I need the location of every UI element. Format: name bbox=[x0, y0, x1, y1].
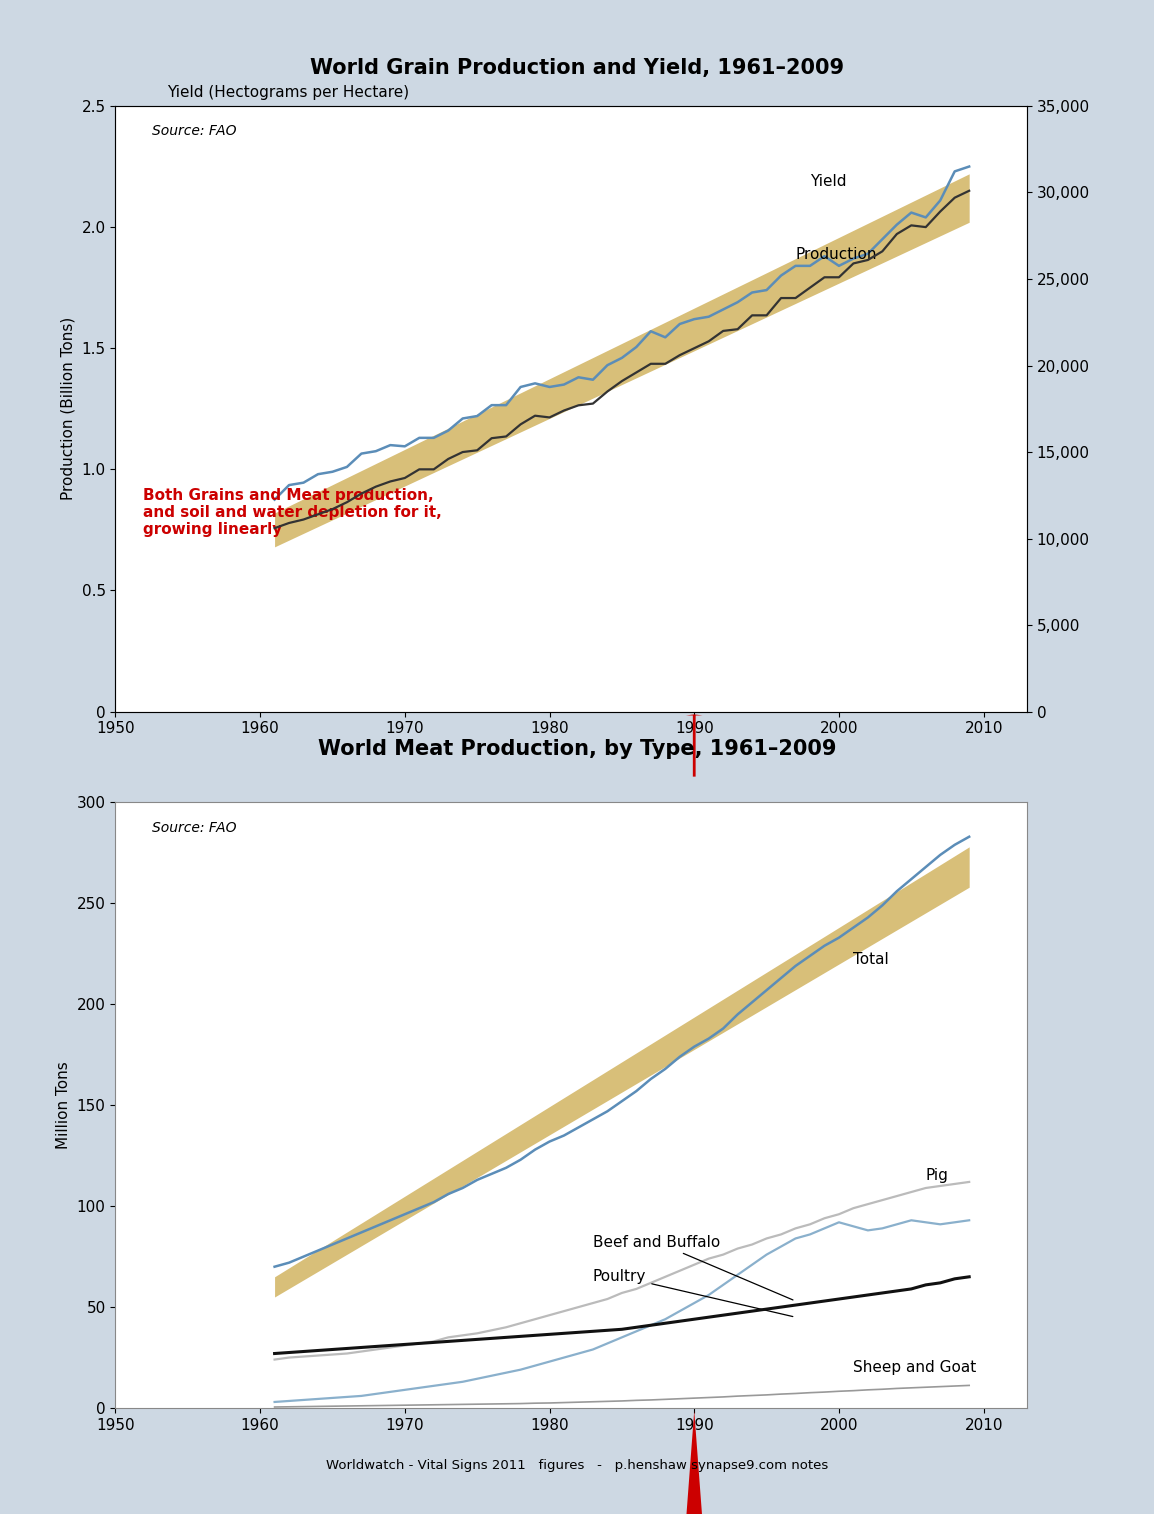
Text: Yield (Hectograms per Hectare): Yield (Hectograms per Hectare) bbox=[167, 85, 410, 100]
Text: Sheep and Goat: Sheep and Goat bbox=[854, 1360, 976, 1375]
Text: Pig: Pig bbox=[926, 1167, 949, 1182]
Text: Beef and Buffalo: Beef and Buffalo bbox=[593, 1234, 793, 1301]
Y-axis label: Production (Billion Tons): Production (Billion Tons) bbox=[61, 316, 76, 501]
Text: World Meat Production, by Type, 1961–2009: World Meat Production, by Type, 1961–200… bbox=[317, 739, 837, 759]
Text: Worldwatch - Vital Signs 2011   figures   -   p.henshaw synapse9.com notes: Worldwatch - Vital Signs 2011 figures - … bbox=[325, 1458, 829, 1472]
Text: Source: FAO: Source: FAO bbox=[152, 821, 237, 834]
Text: World Grain Production and Yield, 1961–2009: World Grain Production and Yield, 1961–2… bbox=[310, 58, 844, 77]
Text: Total: Total bbox=[854, 952, 890, 967]
Text: Poultry: Poultry bbox=[593, 1269, 793, 1317]
Text: Production: Production bbox=[795, 247, 877, 262]
Text: Yield: Yield bbox=[810, 174, 847, 189]
Y-axis label: Million Tons: Million Tons bbox=[57, 1061, 72, 1149]
Text: Source: FAO: Source: FAO bbox=[152, 124, 237, 138]
Text: Both Grains and Meat production,
and soil and water depletion for it,
growing li: Both Grains and Meat production, and soi… bbox=[143, 488, 442, 537]
